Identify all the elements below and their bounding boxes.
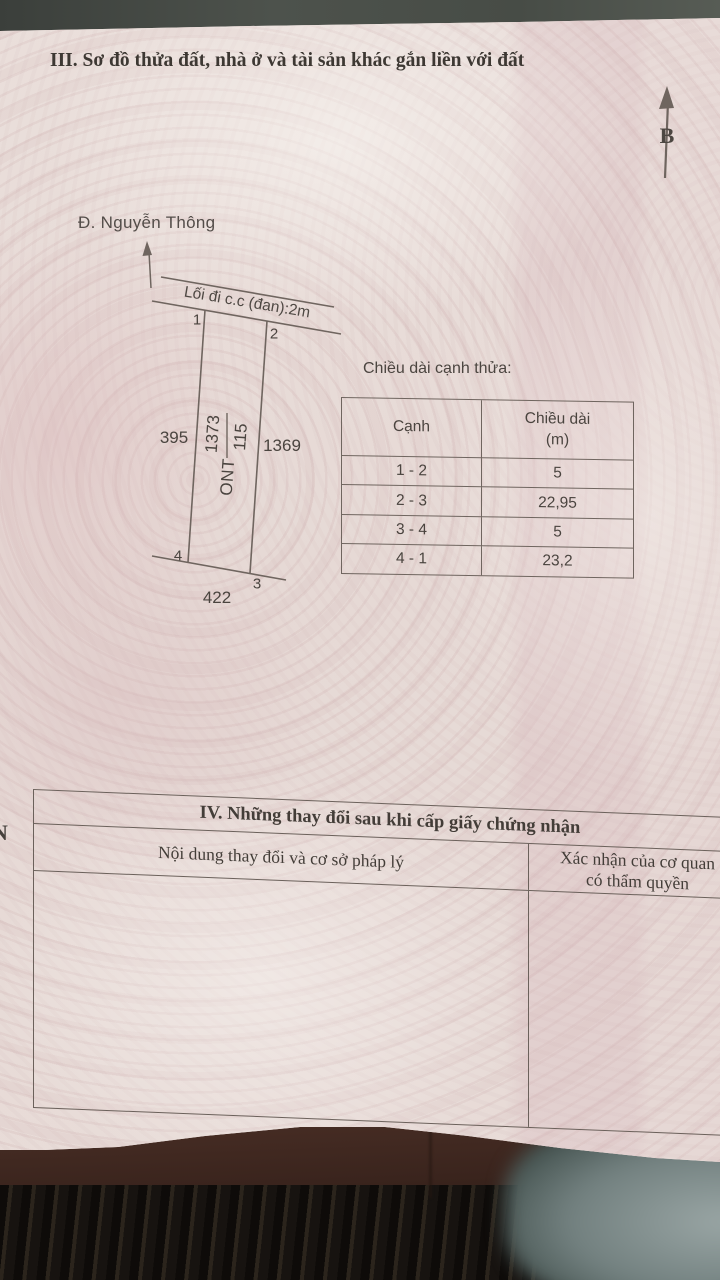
path-lower-line: [151, 300, 342, 335]
edge-cell: 4 - 1: [342, 544, 482, 575]
plot-corner-3: 3: [252, 575, 262, 593]
edge-cut-mark: N: [0, 820, 8, 846]
path-upper-line: [160, 276, 335, 308]
edge-table-header-length: Chiều dài (m): [482, 400, 633, 461]
plot-edge-2-3: [249, 320, 268, 574]
edge-cell: 1 - 2: [342, 456, 482, 488]
edge-cell: 2 - 3: [342, 485, 482, 517]
plot-corner-4: 4: [173, 547, 183, 565]
table-row: 1 - 2 5: [342, 456, 633, 490]
edge-table-header-row: Cạnh Chiều dài (m): [342, 398, 633, 461]
land-type: ONT: [216, 457, 239, 497]
section4-body-col2: [529, 891, 720, 1136]
section4-table: IV. Những thay đổi sau khi cấp giấy chứn…: [33, 789, 720, 1137]
north-arrow-icon: [659, 86, 674, 179]
neighbor-parcel-right: 1369: [263, 436, 301, 455]
length-cell: 5: [482, 516, 633, 549]
neighbor-parcel-left: 395: [159, 428, 189, 447]
section4-body-row: [34, 871, 720, 1136]
neighbor-parcel-bottom: 422: [202, 588, 232, 607]
section4-col2-header: Xác nhận của cơ quan có thẩm quyền: [559, 847, 715, 894]
parcel-area: 115: [230, 422, 251, 452]
plot-corner-2: 2: [269, 325, 279, 343]
edge-length-table: Cạnh Chiều dài (m) 1 - 2 5 2 - 3 22,95 3…: [341, 397, 634, 579]
edge-cell: 3 - 4: [342, 514, 482, 547]
table-row: 2 - 3 22,95: [342, 485, 633, 520]
table-row: 3 - 4 5: [342, 514, 633, 549]
north-label: B: [659, 123, 675, 148]
length-cell: 23,2: [542, 552, 573, 570]
edge-table-header-side: Cạnh: [342, 398, 482, 459]
length-cell: 5: [482, 458, 633, 490]
background-wood-crease: [429, 1118, 432, 1198]
edge-table-caption: Chiều dài cạnh thửa:: [363, 360, 512, 377]
section4-body-col1: [34, 871, 529, 1127]
section3-title: III. Sơ đồ thửa đất, nhà ở và tài sản kh…: [50, 50, 525, 71]
table-row: 4 - 1 23,2: [342, 544, 633, 577]
length-cell: 22,95: [482, 487, 633, 520]
street-label: Đ. Nguyễn Thông: [78, 213, 216, 232]
plot-edge-1-4: [187, 309, 206, 563]
parcel-number: 1373: [201, 414, 224, 454]
plot-corner-1: 1: [192, 311, 202, 329]
plot-bottom-line: [151, 555, 287, 581]
street-arrow-icon: [142, 241, 152, 289]
